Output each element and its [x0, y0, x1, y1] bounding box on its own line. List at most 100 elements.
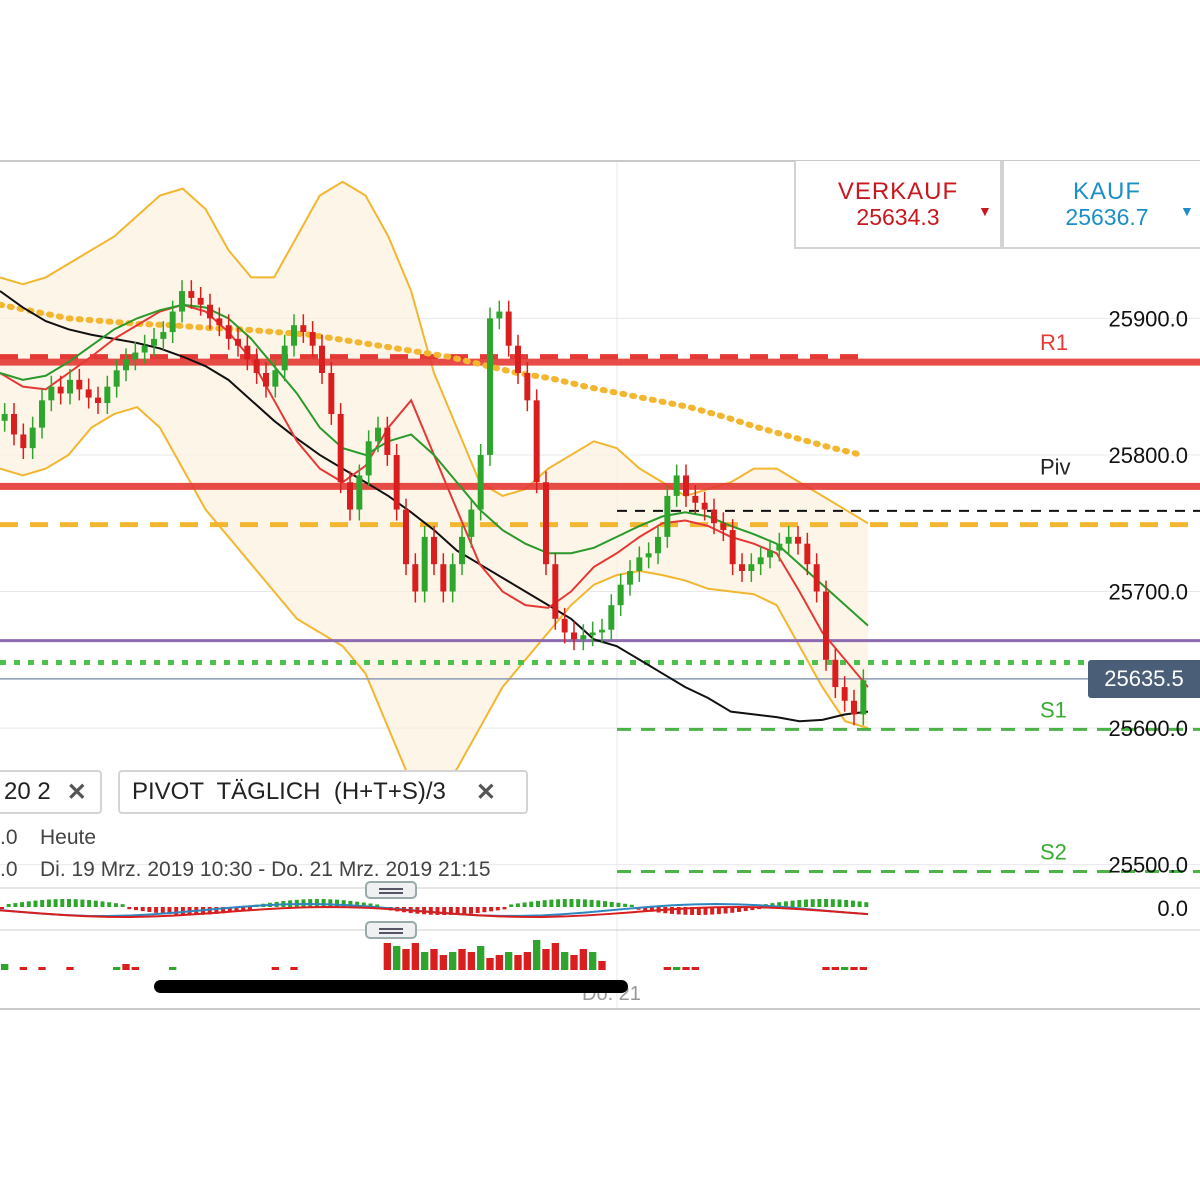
- macd-bar: [435, 907, 440, 915]
- volume-bar: [514, 955, 522, 970]
- macd-bar: [790, 900, 795, 907]
- volume-bar: [421, 952, 429, 970]
- candle-body: [459, 536, 465, 565]
- macd-bar: [716, 907, 721, 915]
- macd-bar: [442, 907, 447, 915]
- macd-bar: [227, 907, 232, 913]
- candle-body: [692, 495, 699, 503]
- macd-bar: [509, 904, 514, 907]
- candle-body: [328, 373, 335, 414]
- candle-body: [683, 475, 689, 496]
- macd-bar: [589, 899, 594, 907]
- candle-body: [11, 413, 17, 435]
- macd-panel: 0.0: [0, 887, 1200, 931]
- panel-resize-handle[interactable]: [365, 921, 417, 939]
- candle-body: [123, 359, 129, 371]
- macd-bar: [556, 899, 561, 907]
- close-icon[interactable]: ✕: [475, 778, 496, 806]
- candle-body: [776, 543, 783, 551]
- macd-signal-line: [0, 905, 869, 918]
- macd-bar: [844, 899, 849, 907]
- y-tick-label: 25700.0: [1108, 580, 1188, 605]
- buy-dropdown-icon[interactable]: ▼: [1180, 203, 1194, 219]
- candle-body: [804, 543, 811, 565]
- candle-body: [67, 379, 73, 394]
- buy-quote-box[interactable]: KAUF 25636.7 ▼: [1002, 161, 1200, 249]
- sell-quote-box[interactable]: VERKAUF 25634.3 ▼: [794, 161, 1002, 249]
- candle-body: [39, 400, 45, 428]
- candle-body: [356, 475, 363, 510]
- sell-label: VERKAUF: [837, 178, 959, 205]
- macd-bar: [174, 907, 179, 915]
- sell-dropdown-icon[interactable]: ▼: [978, 203, 992, 219]
- macd-bar: [529, 901, 534, 907]
- macd-bar: [40, 899, 45, 907]
- macd-bar: [80, 899, 85, 907]
- macd-bar: [670, 907, 674, 914]
- candle-body: [701, 502, 708, 510]
- candle-body: [85, 389, 92, 398]
- macd-bar: [375, 904, 380, 907]
- candle-body: [841, 687, 848, 701]
- candle-body: [197, 297, 204, 305]
- macd-bar: [113, 903, 118, 907]
- macd-bar: [147, 907, 152, 913]
- volume-bar: [271, 967, 279, 970]
- candle-body: [543, 482, 549, 565]
- chart-frame: [0, 160, 1200, 1010]
- panel-resize-handle[interactable]: [365, 881, 417, 899]
- close-icon[interactable]: ✕: [66, 778, 87, 806]
- candle-body: [580, 635, 587, 640]
- macd-bar: [522, 902, 527, 907]
- candle-body: [160, 332, 167, 339]
- macd-bar: [221, 907, 226, 914]
- level-label-r1: R1: [1040, 330, 1068, 355]
- macd-bar: [348, 900, 353, 907]
- macd-bar: [609, 901, 614, 907]
- candle-body: [645, 553, 652, 558]
- candle-body: [235, 338, 241, 346]
- indicator-chip[interactable]: 20 2 ✕: [0, 770, 102, 814]
- macd-bar: [469, 907, 473, 914]
- indicator-chip-label: 20 2: [4, 778, 51, 805]
- volume-bar: [523, 952, 531, 970]
- macd-bar: [824, 899, 829, 907]
- volume-bar: [495, 955, 503, 970]
- macd-bar: [676, 907, 681, 915]
- candle-body: [319, 345, 325, 374]
- macd-bar: [683, 907, 688, 915]
- candle-body: [571, 632, 577, 640]
- macd-bar: [797, 900, 802, 907]
- candle-body: [599, 629, 605, 633]
- candle-body: [813, 564, 820, 592]
- y-tick-label: 25600.0: [1108, 716, 1188, 741]
- pivot-chip[interactable]: PIVOT TÄGLICH (H+T+S)/3 ✕: [118, 770, 528, 814]
- volume-bar: [38, 967, 46, 970]
- volume-bar: [66, 967, 74, 970]
- macd-bar: [107, 902, 112, 907]
- candle-body: [179, 291, 185, 312]
- candle-body: [347, 482, 353, 510]
- candle-body: [309, 332, 316, 346]
- macd-bar: [542, 900, 547, 907]
- info-prefix-1: .0: [0, 826, 18, 849]
- macd-bar: [817, 899, 822, 907]
- macd-bar: [368, 903, 373, 907]
- y-tick-label: 25800.0: [1108, 443, 1188, 468]
- volume-bar: [486, 958, 494, 970]
- info-today: Heute: [40, 826, 97, 849]
- candle-body: [851, 700, 857, 715]
- pivot-chip-label: PIVOT TÄGLICH (H+T+S)/3: [132, 778, 446, 805]
- volume-bar: [430, 949, 438, 970]
- macd-bar: [46, 899, 51, 907]
- macd-bar: [214, 907, 219, 914]
- macd-bar: [87, 900, 92, 907]
- candle-body: [141, 345, 148, 353]
- volume-bar: [859, 967, 867, 970]
- current-price-label: 25635.5: [1088, 660, 1200, 698]
- macd-bar: [475, 907, 480, 914]
- candle-body: [76, 379, 83, 390]
- volume-bar: [579, 949, 587, 970]
- level-label-piv: Piv: [1040, 454, 1071, 479]
